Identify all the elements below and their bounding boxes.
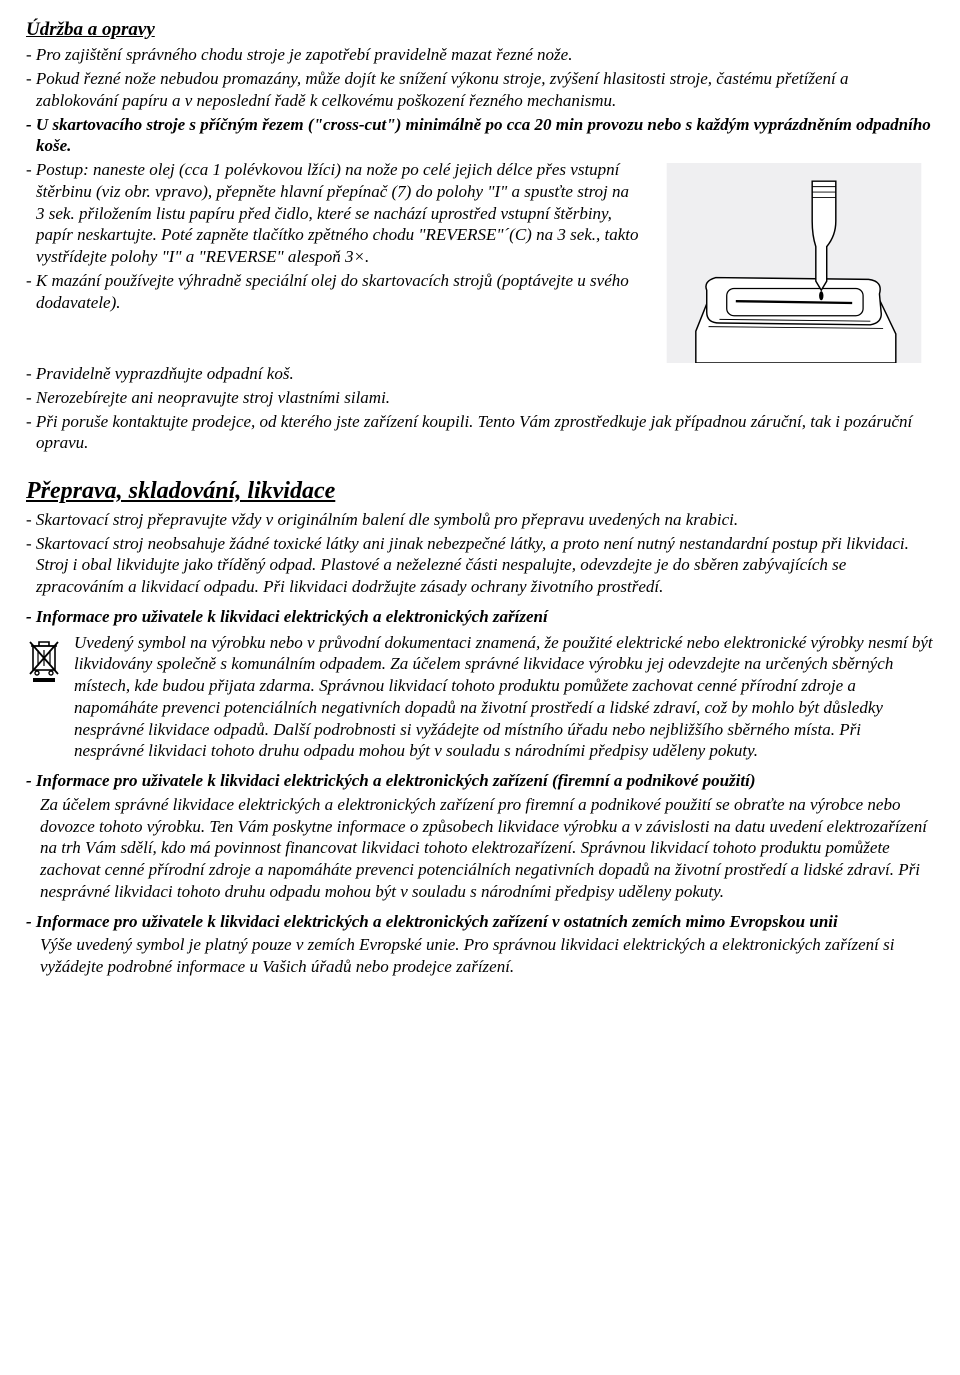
maintenance-p6: - Pravidelně vyprazdňujte odpadní koš. (26, 363, 934, 385)
section-transport-heading: Přeprava, skladování, likvidace (26, 476, 934, 507)
shredder-oil-illustration (654, 159, 934, 363)
maintenance-p3: - U skartovacího stroje s příčným řezem … (26, 114, 934, 158)
weee-bin-icon (26, 632, 62, 684)
maintenance-p4: - Postup: naneste olej (cca 1 polévkovou… (26, 159, 640, 268)
weee-noneu-heading: - Informace pro uživatele k likvidaci el… (26, 911, 934, 933)
weee-business-text: Za účelem správné likvidace elektrických… (26, 794, 934, 903)
weee-noneu-text: Výše uvedený symbol je platný pouze v ze… (26, 934, 934, 978)
weee-business-heading: - Informace pro uživatele k likvidaci el… (26, 770, 934, 792)
weee-consumer-heading: - Informace pro uživatele k likvidaci el… (26, 606, 934, 628)
weee-consumer-text: Uvedený symbol na výrobku nebo v průvodn… (74, 632, 934, 763)
maintenance-p5: - K mazání používejte výhradně speciální… (26, 270, 640, 314)
maintenance-p2: - Pokud řezné nože nebudou promazány, mů… (26, 68, 934, 112)
transport-p2: - Skartovací stroj neobsahuje žádné toxi… (26, 533, 934, 598)
maintenance-p7: - Nerozebírejte ani neopravujte stroj vl… (26, 387, 934, 409)
maintenance-p8: - Při poruše kontaktujte prodejce, od kt… (26, 411, 934, 455)
maintenance-p1: - Pro zajištění správného chodu stroje j… (26, 44, 934, 66)
transport-p1: - Skartovací stroj přepravujte vždy v or… (26, 509, 934, 531)
section-maintenance-heading: Údržba a opravy (26, 18, 934, 42)
